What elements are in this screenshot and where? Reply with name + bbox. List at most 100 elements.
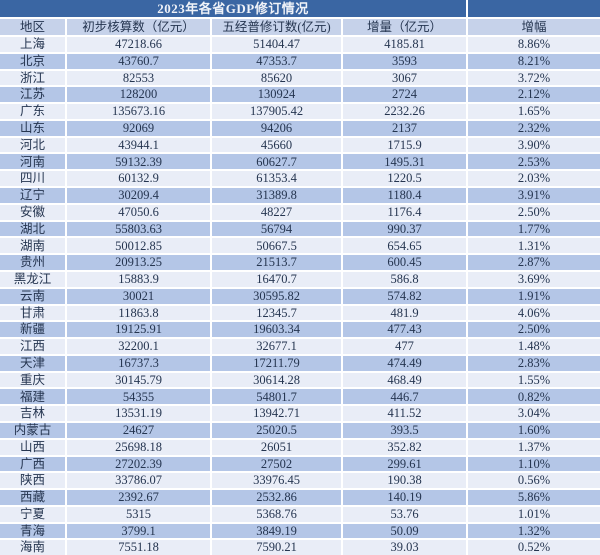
table-row: 宁夏 5315 5368.76 53.76 1.01% [0, 506, 600, 524]
cell-preliminary-figure: 59132.39 [67, 154, 212, 172]
table-row: 天津 16737.3 17211.79 474.49 2.83% [0, 355, 600, 373]
table-row: 北京 43760.7 47353.7 3593 8.21% [0, 53, 600, 71]
cell-growth-rate: 2.83% [468, 355, 600, 373]
table-title-row: 2023年各省GDP修订情况 [0, 0, 600, 19]
table-row: 云南 30021 30595.82 574.82 1.91% [0, 288, 600, 306]
cell-growth-rate: 1.55% [468, 372, 600, 390]
cell-preliminary-figure: 5315 [67, 506, 212, 524]
cell-census-revised-figure: 12345.7 [212, 305, 343, 323]
table-row: 陕西 33786.07 33976.45 190.38 0.56% [0, 473, 600, 491]
cell-census-revised-figure: 54801.7 [212, 389, 343, 407]
cell-census-revised-figure: 7590.21 [212, 540, 343, 555]
cell-preliminary-figure: 33786.07 [67, 473, 212, 491]
cell-preliminary-figure: 30145.79 [67, 372, 212, 390]
cell-region: 宁夏 [0, 506, 67, 524]
cell-preliminary-figure: 92069 [67, 120, 212, 138]
cell-region: 湖南 [0, 238, 67, 256]
table-row: 贵州 20913.25 21513.7 600.45 2.87% [0, 255, 600, 272]
cell-preliminary-figure: 19125.91 [67, 322, 212, 340]
cell-increment: 3593 [343, 53, 469, 71]
table-row: 江西 32200.1 32677.1 477 1.48% [0, 339, 600, 356]
cell-region: 海南 [0, 540, 67, 555]
table-row: 西藏 2392.67 2532.86 140.19 5.86% [0, 490, 600, 507]
cell-increment: 574.82 [343, 288, 469, 306]
cell-region: 陕西 [0, 473, 67, 491]
cell-region: 贵州 [0, 255, 67, 272]
cell-region: 青海 [0, 523, 67, 541]
cell-increment: 1495.31 [343, 154, 469, 172]
cell-census-revised-figure: 2532.86 [212, 490, 343, 507]
cell-preliminary-figure: 25698.18 [67, 439, 212, 457]
cell-region: 浙江 [0, 70, 67, 88]
cell-region: 吉林 [0, 406, 67, 423]
cell-increment: 1220.5 [343, 171, 469, 189]
cell-region: 山东 [0, 120, 67, 138]
cell-increment: 2137 [343, 120, 469, 138]
table-row: 四川 60132.9 61353.4 1220.5 2.03% [0, 171, 600, 189]
cell-census-revised-figure: 50667.5 [212, 238, 343, 256]
cell-preliminary-figure: 43944.1 [67, 137, 212, 155]
cell-growth-rate: 3.72% [468, 70, 600, 88]
table-row: 湖南 50012.85 50667.5 654.65 1.31% [0, 238, 600, 256]
cell-growth-rate: 4.06% [468, 305, 600, 323]
cell-increment: 654.65 [343, 238, 469, 256]
cell-growth-rate: 2.32% [468, 120, 600, 138]
cell-growth-rate: 0.52% [468, 540, 600, 555]
cell-increment: 352.82 [343, 439, 469, 457]
col-header-preliminary-figure: 初步核算数（亿元） [67, 19, 212, 37]
cell-preliminary-figure: 43760.7 [67, 53, 212, 71]
table-row: 上海 47218.66 51404.47 4185.81 8.86% [0, 37, 600, 54]
cell-increment: 990.37 [343, 221, 469, 239]
cell-region: 辽宁 [0, 188, 67, 205]
cell-region: 甘肃 [0, 305, 67, 323]
cell-census-revised-figure: 13942.71 [212, 406, 343, 423]
cell-growth-rate: 0.82% [468, 389, 600, 407]
cell-census-revised-figure: 30595.82 [212, 288, 343, 306]
cell-region: 江苏 [0, 87, 67, 105]
cell-preliminary-figure: 27202.39 [67, 456, 212, 474]
table-title-spacer [468, 0, 600, 19]
cell-growth-rate: 2.53% [468, 154, 600, 172]
table-title: 2023年各省GDP修订情况 [0, 0, 469, 19]
cell-census-revised-figure: 31389.8 [212, 188, 343, 205]
cell-region: 重庆 [0, 372, 67, 390]
cell-census-revised-figure: 61353.4 [212, 171, 343, 189]
table-row: 重庆 30145.79 30614.28 468.49 1.55% [0, 372, 600, 390]
cell-increment: 39.03 [343, 540, 469, 555]
table-row: 山西 25698.18 26051 352.82 1.37% [0, 439, 600, 457]
cell-region: 云南 [0, 288, 67, 306]
cell-census-revised-figure: 94206 [212, 120, 343, 138]
cell-preliminary-figure: 13531.19 [67, 406, 212, 423]
cell-preliminary-figure: 3799.1 [67, 523, 212, 541]
cell-preliminary-figure: 30021 [67, 288, 212, 306]
cell-census-revised-figure: 47353.7 [212, 53, 343, 71]
cell-census-revised-figure: 48227 [212, 204, 343, 222]
cell-increment: 477.43 [343, 322, 469, 340]
cell-preliminary-figure: 55803.63 [67, 221, 212, 239]
col-header-region: 地区 [0, 19, 67, 37]
cell-preliminary-figure: 47050.6 [67, 204, 212, 222]
cell-increment: 2724 [343, 87, 469, 105]
cell-growth-rate: 3.90% [468, 137, 600, 155]
cell-region: 安徽 [0, 204, 67, 222]
cell-growth-rate: 2.12% [468, 87, 600, 105]
cell-census-revised-figure: 26051 [212, 439, 343, 457]
cell-growth-rate: 1.60% [468, 422, 600, 440]
cell-census-revised-figure: 32677.1 [212, 339, 343, 356]
cell-region: 福建 [0, 389, 67, 407]
cell-region: 山西 [0, 439, 67, 457]
cell-growth-rate: 8.86% [468, 37, 600, 54]
cell-increment: 468.49 [343, 372, 469, 390]
table-row: 吉林 13531.19 13942.71 411.52 3.04% [0, 406, 600, 423]
cell-preliminary-figure: 24627 [67, 422, 212, 440]
cell-increment: 53.76 [343, 506, 469, 524]
cell-region: 黑龙江 [0, 271, 67, 289]
cell-increment: 2232.26 [343, 104, 469, 121]
cell-growth-rate: 1.10% [468, 456, 600, 474]
cell-preliminary-figure: 30209.4 [67, 188, 212, 205]
cell-preliminary-figure: 11863.8 [67, 305, 212, 323]
table-row: 河北 43944.1 45660 1715.9 3.90% [0, 137, 600, 155]
col-header-increment: 增量（亿元） [343, 19, 469, 37]
